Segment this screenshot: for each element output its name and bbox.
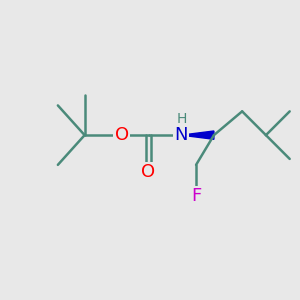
Polygon shape xyxy=(181,131,214,139)
Text: F: F xyxy=(191,187,201,205)
Text: H: H xyxy=(177,112,187,126)
Text: O: O xyxy=(115,126,129,144)
Text: O: O xyxy=(142,163,156,181)
Text: N: N xyxy=(175,126,188,144)
